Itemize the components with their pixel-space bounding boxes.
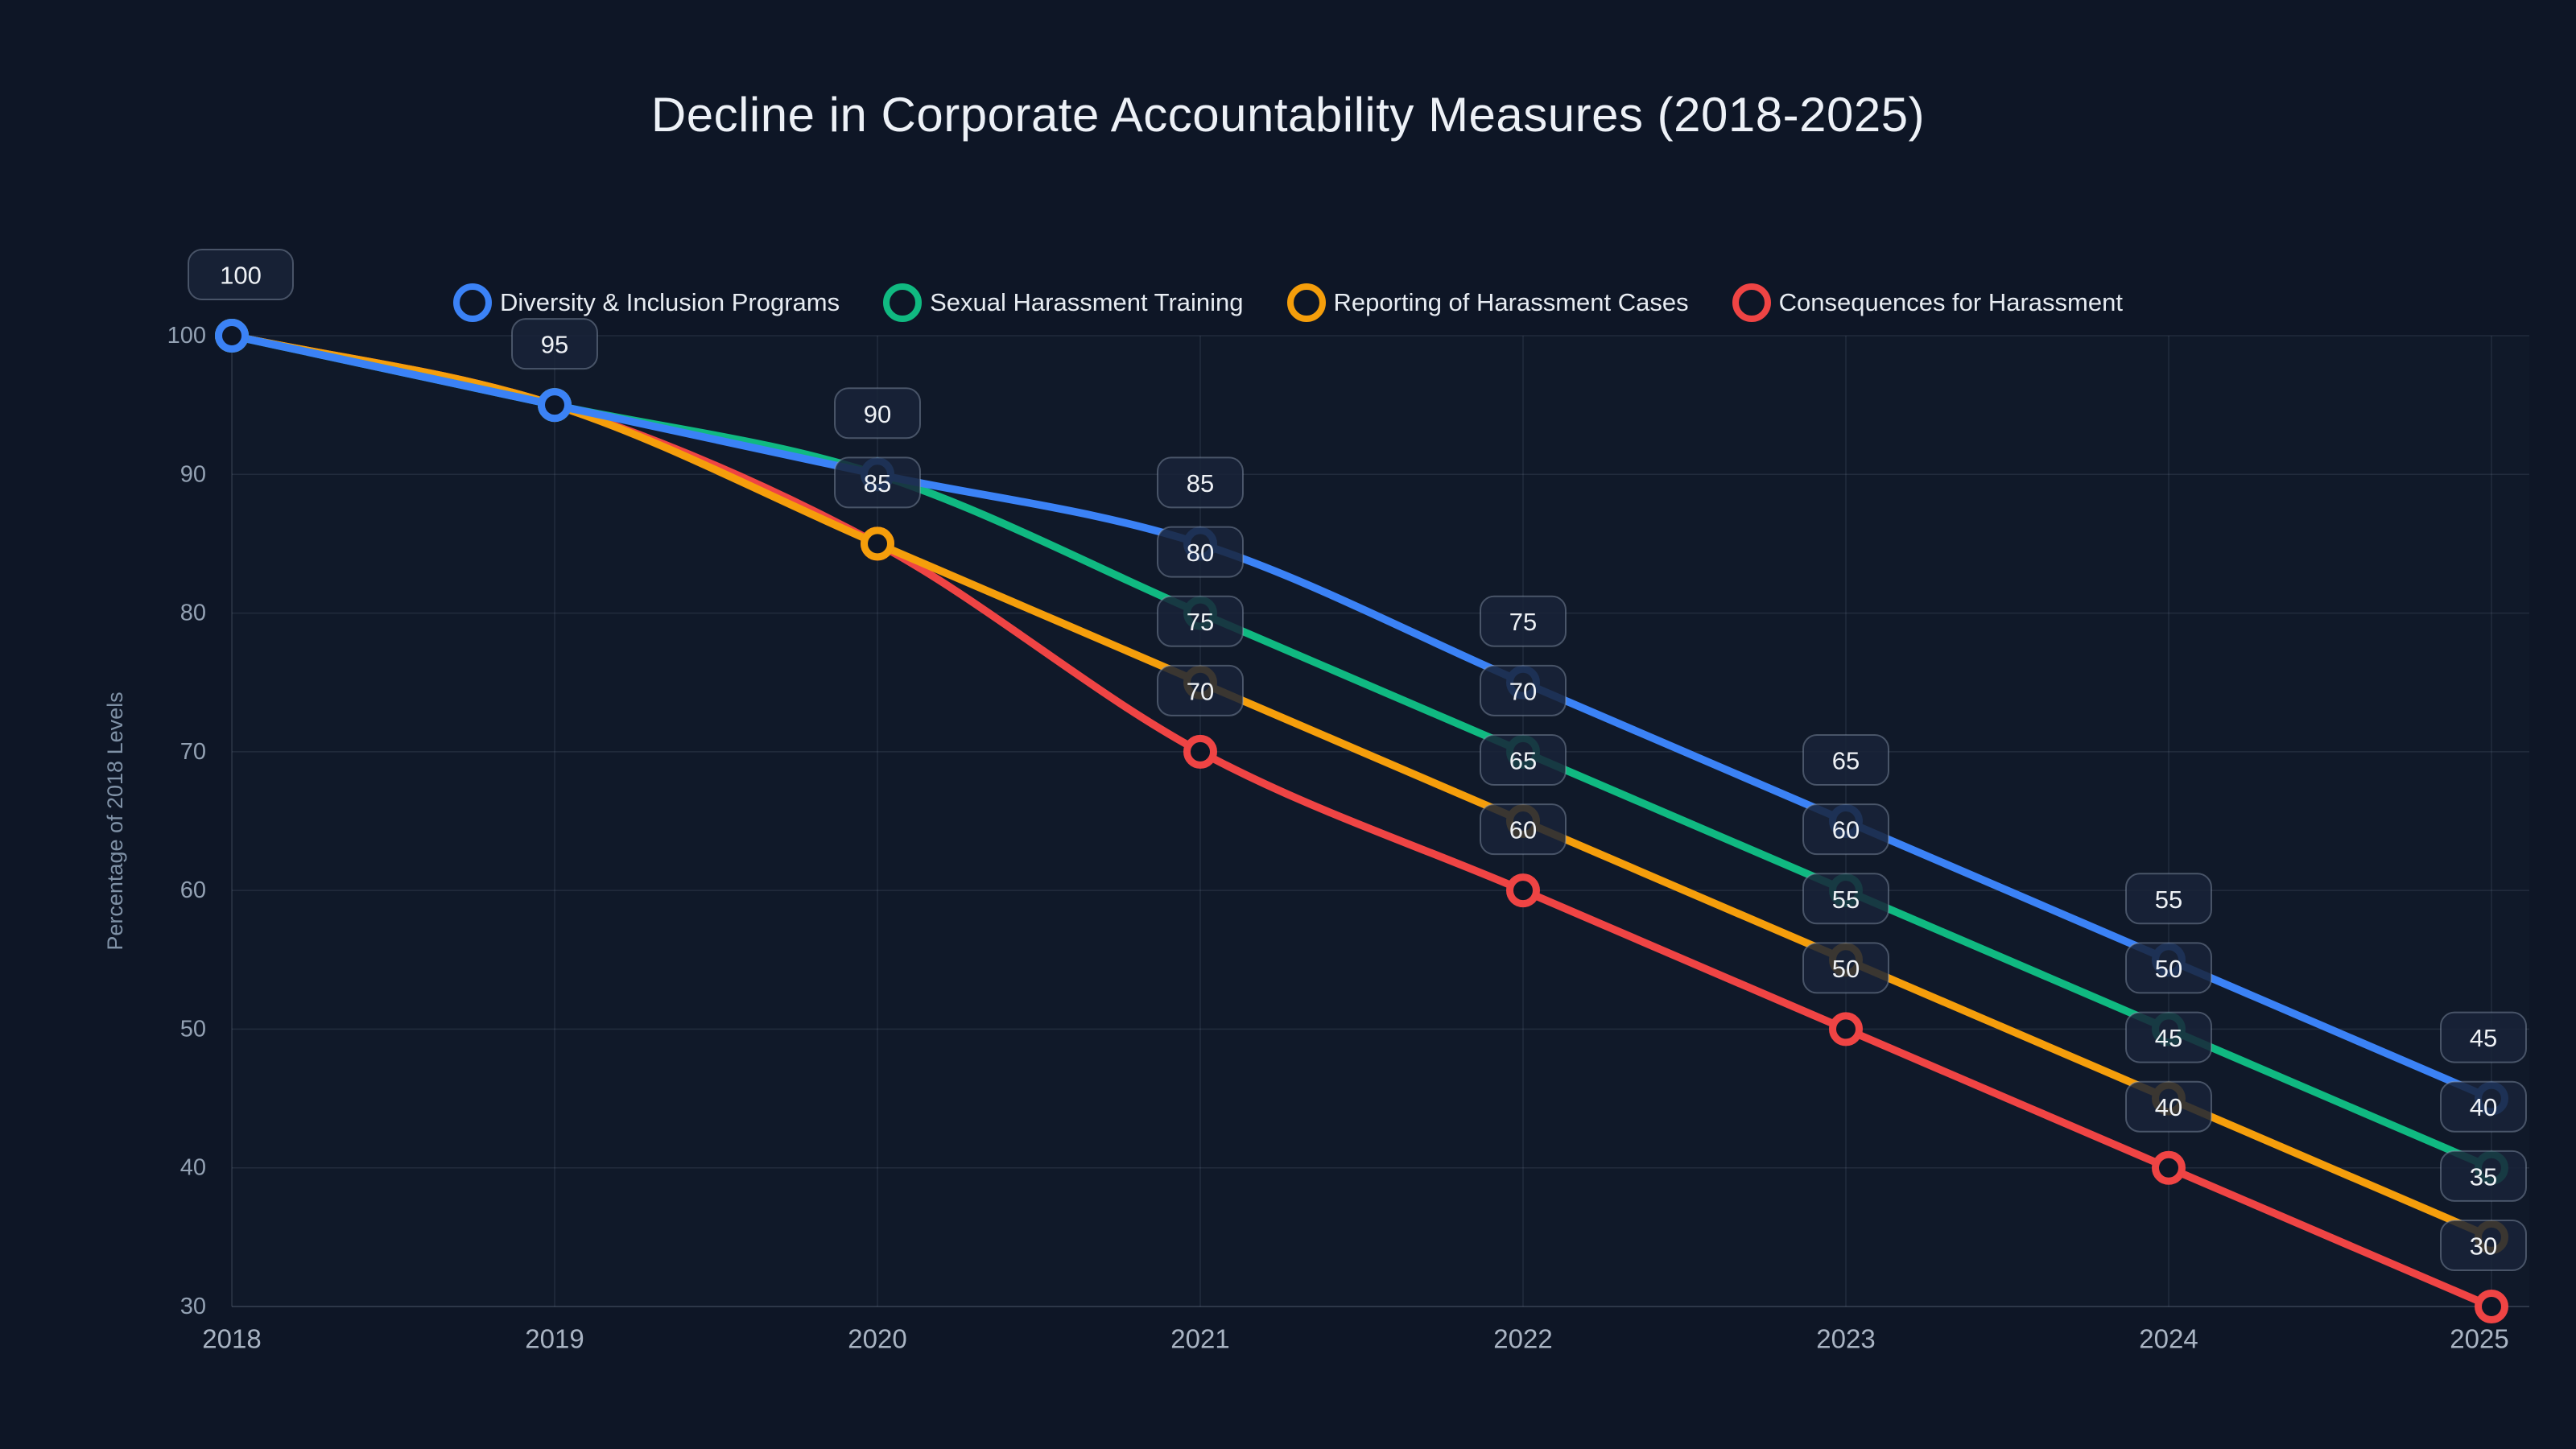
x-tick-label: 2020 xyxy=(848,1324,906,1354)
legend-item-label: Sexual Harassment Training xyxy=(930,288,1244,316)
point-label: 55 xyxy=(1832,886,1860,914)
point-label: 75 xyxy=(1187,608,1214,636)
point-label-box xyxy=(1157,526,1244,578)
legend-ring-icon xyxy=(1286,283,1326,322)
point-label-box xyxy=(834,456,921,509)
tick-layer: 100 90 80 70 60 50 40 30 2018 2019 2020 2021 2022 202… xyxy=(167,323,2509,1354)
data-point-marker[interactable] xyxy=(1183,734,1217,769)
point-label: 60 xyxy=(1832,816,1860,844)
point-label: 80 xyxy=(1187,539,1214,567)
point-label-box xyxy=(1802,942,1889,994)
y-tick-label: 30 xyxy=(180,1294,206,1319)
data-point-marker[interactable] xyxy=(1829,1012,1863,1046)
point-label: 50 xyxy=(1832,955,1860,983)
point-label: 70 xyxy=(1509,677,1537,705)
data-point-marker[interactable] xyxy=(1506,873,1540,908)
y-tick-label: 100 xyxy=(167,323,206,349)
data-point-marker[interactable] xyxy=(2152,1150,2186,1185)
point-label: 65 xyxy=(1509,747,1537,775)
legend-item-label: Reporting of Harassment Cases xyxy=(1333,288,1689,316)
y-tick-label: 40 xyxy=(180,1155,206,1181)
point-label-box xyxy=(2125,873,2212,925)
series-line xyxy=(228,332,2496,1103)
legend-ring-icon xyxy=(883,283,923,322)
point-label: 45 xyxy=(2155,1024,2182,1052)
legend-item-3[interactable]: Reporting of Harassment Cases xyxy=(1286,283,1689,322)
point-label: 55 xyxy=(2155,886,2182,914)
point-label: 40 xyxy=(2470,1093,2497,1121)
y-tick-label: 60 xyxy=(180,877,206,903)
data-point-marker[interactable] xyxy=(2475,1290,2508,1323)
legend-ring-icon xyxy=(1732,283,1771,322)
point-label-box xyxy=(1157,595,1244,647)
x-tick-label: 2025 xyxy=(2450,1324,2508,1354)
grid-layer xyxy=(231,335,2529,1307)
point-label: 90 xyxy=(864,400,891,428)
point-label-box xyxy=(1480,803,1567,856)
point-label-box xyxy=(1157,456,1244,509)
point-label-box xyxy=(2125,1080,2212,1133)
series-line xyxy=(228,332,2496,1241)
point-label-box xyxy=(2125,942,2212,994)
line-layer xyxy=(228,332,2496,1311)
x-tick-label: 2021 xyxy=(1170,1324,1229,1354)
y-tick-label: 90 xyxy=(180,461,206,487)
legend-item-4[interactable]: Consequences for Harassment xyxy=(1732,283,2123,322)
point-label-box xyxy=(1802,803,1889,856)
x-tick-label: 2023 xyxy=(1816,1324,1875,1354)
point-label: 50 xyxy=(2155,955,2182,983)
data-point-marker[interactable] xyxy=(215,319,249,353)
data-point-marker[interactable] xyxy=(861,526,894,561)
x-tick-label: 2022 xyxy=(1493,1324,1552,1354)
point-label-box xyxy=(2440,1080,2527,1133)
point-label-box xyxy=(1802,734,1889,786)
point-label-box xyxy=(2440,1150,2527,1202)
x-tick-label: 2019 xyxy=(525,1324,584,1354)
point-label-box xyxy=(188,249,294,300)
point-label-box xyxy=(1480,734,1567,786)
point-label: 75 xyxy=(1509,608,1537,636)
point-label-box xyxy=(1480,595,1567,647)
x-tick-label: 2018 xyxy=(202,1324,261,1354)
point-label-box xyxy=(834,387,921,440)
point-label: 85 xyxy=(1187,469,1214,497)
point-label-layer: 100 95 90 85 85 80 75 70 75 70 65 60 65 60 55 50 55 50 45 4… xyxy=(188,249,2527,1271)
y-axis-title: Percentage of 2018 Levels xyxy=(103,691,127,950)
point-label-box xyxy=(1802,873,1889,925)
point-label: 60 xyxy=(1509,816,1537,844)
point-label: 100 xyxy=(220,262,262,290)
point-label-box xyxy=(1157,664,1244,716)
point-label: 70 xyxy=(1187,677,1214,705)
point-label-box xyxy=(2440,1011,2527,1063)
point-label-box xyxy=(511,318,598,370)
chart-title: Decline in Corporate Accountability Meas… xyxy=(650,88,1926,142)
legend-ring-icon xyxy=(453,283,493,322)
point-label: 30 xyxy=(2470,1232,2497,1261)
legend-item-label: Consequences for Harassment xyxy=(1778,288,2123,316)
point-label-box xyxy=(2440,1220,2527,1271)
point-label: 35 xyxy=(2470,1162,2497,1191)
x-tick-label: 2024 xyxy=(2139,1324,2198,1354)
point-label: 45 xyxy=(2470,1024,2497,1052)
point-label-box xyxy=(1480,664,1567,716)
data-point-marker[interactable] xyxy=(538,388,572,423)
point-label: 95 xyxy=(541,331,568,359)
legend-item-label: Diversity & Inclusion Programs xyxy=(500,288,840,316)
y-tick-label: 70 xyxy=(180,739,206,765)
point-label: 65 xyxy=(1832,747,1860,775)
y-tick-label: 50 xyxy=(180,1016,206,1042)
point-label: 85 xyxy=(864,469,891,497)
point-label: 40 xyxy=(2155,1093,2182,1121)
point-label-box xyxy=(2125,1011,2212,1063)
legend-item-1[interactable]: Diversity & Inclusion Programs xyxy=(453,283,840,322)
plot-area xyxy=(232,336,2529,1307)
y-tick-label: 80 xyxy=(180,601,206,626)
legend-item-2[interactable]: Sexual Harassment Training xyxy=(883,283,1244,322)
legend: Diversity & Inclusion Programs Sexual Har… xyxy=(0,283,2576,322)
